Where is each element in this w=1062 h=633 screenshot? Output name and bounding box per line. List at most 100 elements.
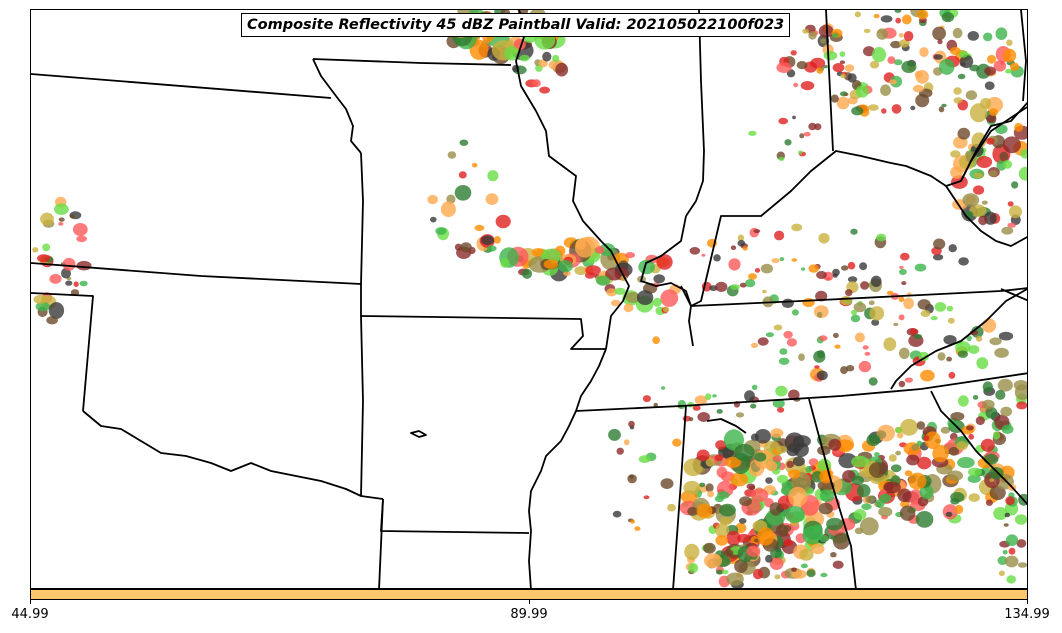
border-tn-south [575, 372, 1027, 412]
paintball-blob [762, 289, 767, 294]
paintball-blob [954, 504, 964, 514]
paintball-blob [552, 54, 560, 63]
paintball-blob [903, 31, 914, 42]
paintball-blob [714, 454, 724, 462]
paintball-blob [865, 495, 876, 504]
paintball-blob [832, 532, 850, 550]
paintball-blob [778, 117, 788, 125]
paintball-blob [955, 341, 971, 354]
paintball-blob [818, 24, 834, 38]
paintball-blob [995, 124, 1008, 135]
paintball-blob [627, 474, 637, 484]
paintball-blob [913, 333, 923, 340]
paintball-blob [1006, 39, 1013, 46]
paintball-blob [985, 499, 993, 506]
paintball-blob [703, 542, 716, 554]
paintball-blob [638, 455, 651, 463]
paintball-blob [32, 247, 39, 253]
paintball-blob [585, 265, 601, 276]
paintball-blob [779, 257, 785, 262]
border-ks-mo [360, 152, 364, 316]
paintball-blob [854, 527, 864, 535]
paintball-blob [904, 377, 914, 383]
paintball-blob [826, 517, 844, 531]
paintball-blob [1006, 575, 1016, 584]
paintball-blob [861, 503, 872, 511]
paintball-blob [918, 351, 929, 362]
paintball-blob [995, 389, 1006, 400]
paintball-blob [704, 553, 722, 569]
border-il-in [685, 10, 705, 217]
paintball-blob [840, 91, 848, 97]
paintball-blob [950, 150, 961, 158]
paintball-blob [683, 480, 701, 495]
paintball-blob [713, 554, 720, 560]
paintball-blob [853, 302, 867, 313]
paintball-blob [623, 439, 630, 446]
paintball-blob [871, 319, 880, 326]
paintball-blob [754, 268, 761, 273]
paintball-blob [876, 28, 888, 40]
border-tn-river [680, 285, 694, 347]
paintball-blob [539, 86, 550, 94]
border-tx-la [378, 498, 384, 588]
border-mississippi-ar [528, 348, 607, 588]
paintball-blob [608, 428, 621, 441]
paintball-blob [76, 260, 92, 271]
paintball-blob [933, 54, 943, 60]
paintball-blob [901, 14, 912, 25]
paintball-blob [774, 574, 781, 580]
paintball-blob [543, 259, 559, 269]
paintball-blob [934, 302, 947, 312]
paintball-blob [997, 556, 1008, 565]
paintball-blob [816, 67, 824, 74]
paintball-blob [984, 81, 995, 90]
paintball-blob [998, 331, 1014, 341]
paintball-blob [805, 465, 812, 473]
paintball-blob [975, 335, 983, 342]
paintball-blob [860, 281, 870, 290]
border-in-oh [825, 10, 834, 152]
border-oh-pa [1020, 10, 1027, 102]
paintball-blob [817, 445, 831, 456]
paintball-blob [916, 10, 929, 20]
paintball-blob [35, 301, 50, 312]
paintball-blob [753, 229, 761, 234]
paintball-blob [832, 63, 845, 73]
paintball-blob [558, 259, 573, 273]
border-ok-panhandle [31, 292, 94, 412]
paintball-blob [980, 438, 995, 452]
paintball-blob [716, 409, 723, 414]
paintball-blob [958, 50, 969, 58]
paintball-blob [911, 443, 920, 451]
paintball-blob [791, 258, 798, 262]
paintball-blob [854, 11, 862, 18]
paintball-blob [723, 549, 734, 557]
paintball-blob [947, 317, 955, 324]
paintball-blob [899, 347, 910, 359]
paintball-blob [950, 412, 965, 421]
paintball-blob [850, 228, 858, 235]
paintball-blob [757, 527, 775, 546]
paintball-blob [689, 247, 701, 255]
paintball-blob [816, 271, 827, 279]
paintball-blob [948, 446, 960, 456]
paintball-blob [906, 454, 920, 466]
paintball-blob [851, 309, 858, 315]
paintball-blob [485, 193, 499, 205]
paintball-blob [721, 569, 729, 575]
paintball-blob [871, 47, 887, 63]
paintball-blob [899, 505, 916, 521]
paintball-blob [968, 493, 980, 502]
paintball-blob [898, 296, 905, 303]
paintball-blob [820, 572, 828, 578]
paintball-blob [880, 15, 893, 23]
paintball-blob [856, 484, 871, 498]
paintball-blob [765, 477, 773, 484]
paintball-blob [788, 486, 808, 507]
paintball-blob [992, 431, 1001, 440]
state-borders [31, 10, 1027, 588]
paintball-blob [775, 385, 788, 397]
paintball-blob [919, 484, 934, 500]
paintball-blob [817, 480, 835, 491]
